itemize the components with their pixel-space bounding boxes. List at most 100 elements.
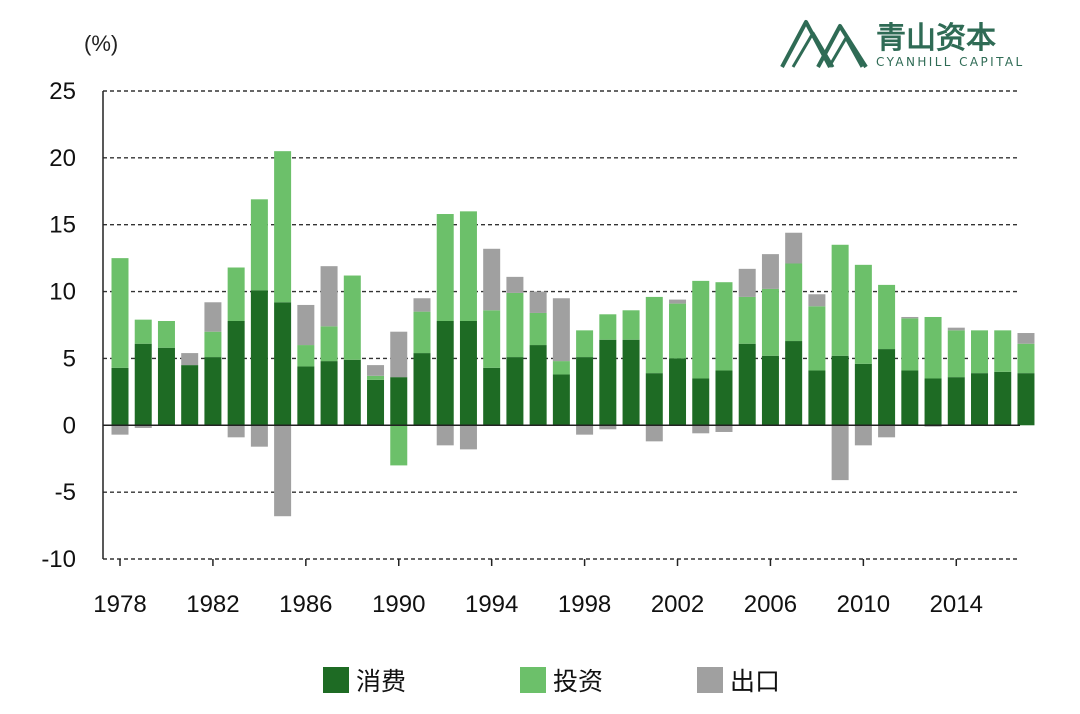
bar-segment xyxy=(529,291,547,313)
legend-swatch xyxy=(697,667,723,693)
y-tick-label: -10 xyxy=(41,546,76,573)
y-tick-label: 15 xyxy=(49,212,76,239)
bar-segment xyxy=(552,374,570,426)
bar-segment xyxy=(738,268,756,297)
bar-segment xyxy=(669,299,687,304)
bar-segment xyxy=(692,425,710,434)
bar-segment xyxy=(274,302,292,426)
bar-segment xyxy=(738,343,756,426)
bar-segment xyxy=(227,425,245,438)
bar-segment xyxy=(878,284,896,350)
bar-segment xyxy=(715,370,733,426)
legend-swatch xyxy=(323,667,349,693)
bar-segment xyxy=(761,288,779,356)
bar-segment xyxy=(367,365,385,376)
x-tick-label: 1994 xyxy=(465,591,518,618)
x-tick-label: 1986 xyxy=(279,591,332,618)
bar-segment xyxy=(204,331,222,358)
bar-segment xyxy=(529,345,547,426)
bar-segment xyxy=(134,425,152,428)
mountain-logo-icon xyxy=(780,20,868,69)
bar-segment xyxy=(250,199,268,291)
bar-segment xyxy=(994,330,1012,372)
bars xyxy=(111,151,1035,517)
brand-name-chinese: 青山资本 xyxy=(876,21,996,56)
bar-segment xyxy=(320,361,338,426)
x-axis: 1978 1982 1986 1990 1994 1998 2002 2006 2010 2014 xyxy=(93,424,1020,618)
bar-segment xyxy=(506,292,524,358)
x-tick-label: 1982 xyxy=(186,591,239,618)
bar-segment xyxy=(134,343,152,426)
bar-segment xyxy=(901,316,919,319)
bar-segment xyxy=(715,425,733,432)
bar-segment xyxy=(738,296,756,344)
bar-segment xyxy=(669,358,687,426)
bar-segment xyxy=(645,296,663,374)
legend-label: 投资 xyxy=(553,667,603,696)
bar-segment xyxy=(506,276,524,293)
bar-segment xyxy=(413,311,431,354)
bar-segment xyxy=(878,425,896,438)
bar-segment xyxy=(645,373,663,426)
bar-segment xyxy=(785,341,803,426)
bar-segment xyxy=(297,345,315,367)
bar-segment xyxy=(204,357,222,426)
bar-segment xyxy=(320,326,338,362)
bar-segment xyxy=(436,425,454,446)
bar-segment xyxy=(134,319,152,344)
bar-segment xyxy=(994,371,1012,426)
bar-segment xyxy=(157,347,175,426)
bar-segment xyxy=(1017,343,1035,374)
bar-segment xyxy=(297,366,315,426)
bar-segment xyxy=(831,355,849,426)
bar-segment xyxy=(529,312,547,346)
bar-segment xyxy=(924,378,942,426)
bar-segment xyxy=(645,425,663,442)
bar-segment xyxy=(901,370,919,426)
bar-segment xyxy=(576,357,594,426)
bar-segment xyxy=(831,425,849,481)
bar-segment xyxy=(459,211,477,321)
bar-segment xyxy=(854,264,872,364)
bar-segment xyxy=(390,331,408,378)
x-tick-label: 1990 xyxy=(372,591,425,618)
bar-segment xyxy=(761,254,779,289)
x-tick-label: 2002 xyxy=(651,591,704,618)
brand-name-english: CYANHILL CAPITAL xyxy=(876,55,1025,69)
bar-segment xyxy=(483,367,501,426)
bar-segment xyxy=(367,375,385,380)
cyanhill-capital-logo: 青山资本 CYANHILL CAPITAL xyxy=(780,20,1025,69)
bar-segment xyxy=(947,330,965,378)
bar-segment xyxy=(576,330,594,358)
bar-segment xyxy=(947,327,965,331)
y-axis: 25 20 15 10 5 0 -5 -10 xyxy=(41,78,104,573)
bar-segment xyxy=(390,425,408,466)
bar-segment xyxy=(297,304,315,346)
bar-segment xyxy=(808,306,826,371)
bar-segment xyxy=(390,377,408,426)
bar-segment xyxy=(552,298,570,362)
bar-segment xyxy=(274,151,292,303)
bar-segment xyxy=(413,353,431,426)
bar-segment xyxy=(181,365,199,426)
bar-segment xyxy=(250,425,268,447)
bar-segment xyxy=(436,320,454,426)
bar-segment xyxy=(924,316,942,379)
bar-segment xyxy=(692,280,710,379)
bar-segment xyxy=(1017,333,1035,344)
bar-segment xyxy=(552,361,570,375)
bar-segment xyxy=(808,294,826,307)
bar-segment xyxy=(157,320,175,348)
bar-segment xyxy=(506,357,524,426)
bar-segment xyxy=(111,258,129,368)
bar-segment xyxy=(250,290,268,426)
y-tick-label: 5 xyxy=(63,345,76,372)
x-tick-label: 1978 xyxy=(93,591,146,618)
x-tick-label: 2006 xyxy=(744,591,797,618)
bar-segment xyxy=(483,310,501,368)
bar-segment xyxy=(320,266,338,327)
legend-swatch xyxy=(520,667,546,693)
bar-segment xyxy=(669,303,687,359)
bar-segment xyxy=(459,320,477,426)
